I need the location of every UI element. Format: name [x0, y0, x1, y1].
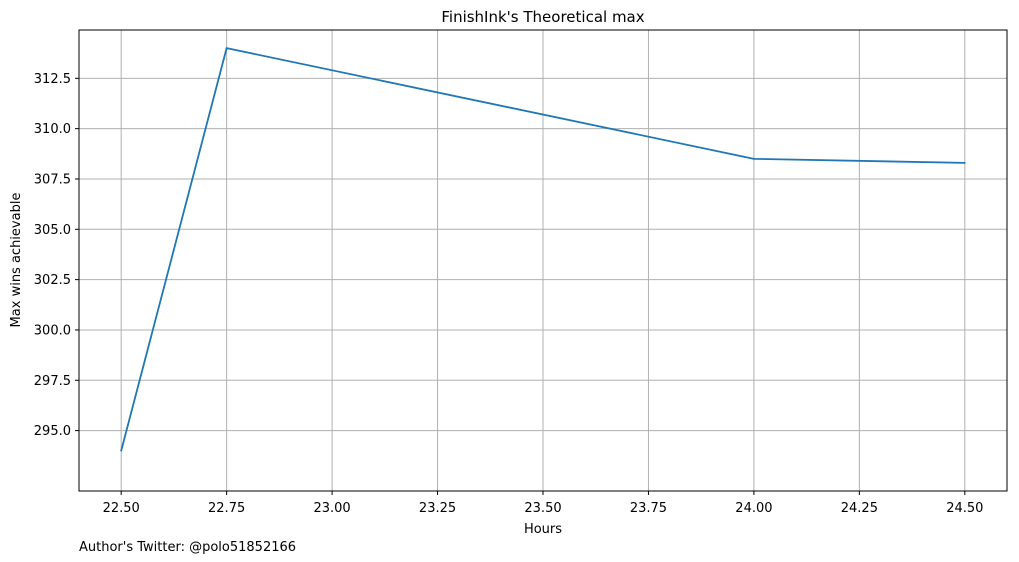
y-tick-label: 312.5	[34, 72, 71, 87]
y-tick-label: 295.0	[34, 424, 71, 439]
y-tick-label: 307.5	[34, 172, 71, 187]
series-layer	[120, 47, 966, 452]
author-twitter-note: Author's Twitter: @polo51852166	[79, 540, 296, 555]
x-tick-label: 24.25	[841, 501, 878, 516]
y-tick-label: 310.0	[34, 122, 71, 137]
x-axis-label: Hours	[524, 522, 562, 537]
y-tick-label: 297.5	[34, 374, 71, 389]
data-point	[225, 47, 228, 50]
x-tick-label: 24.50	[946, 501, 983, 516]
y-axis-label: Max wins achievable	[9, 193, 24, 328]
x-tick-label: 23.25	[419, 501, 456, 516]
x-tick-label: 23.50	[524, 501, 561, 516]
x-tick-label: 23.75	[630, 501, 667, 516]
y-tick-label: 300.0	[34, 323, 71, 338]
y-tick-label: 302.5	[34, 273, 71, 288]
grid-layer	[79, 30, 1007, 491]
series-line	[120, 47, 965, 451]
x-tick-label: 24.00	[735, 501, 772, 516]
y-tick-label: 305.0	[34, 223, 71, 238]
chart-title: FinishInk's Theoretical max	[441, 8, 644, 26]
x-tick-label: 23.00	[313, 501, 350, 516]
ticks-layer: 22.50 22.75 23.00 23.25 23.50 23.75 24.00 24.25…	[34, 72, 984, 516]
data-point	[753, 157, 755, 160]
x-tick-label: 22.75	[208, 501, 245, 516]
x-tick-label: 22.50	[103, 501, 140, 516]
data-point	[963, 161, 966, 164]
data-point	[120, 449, 123, 452]
